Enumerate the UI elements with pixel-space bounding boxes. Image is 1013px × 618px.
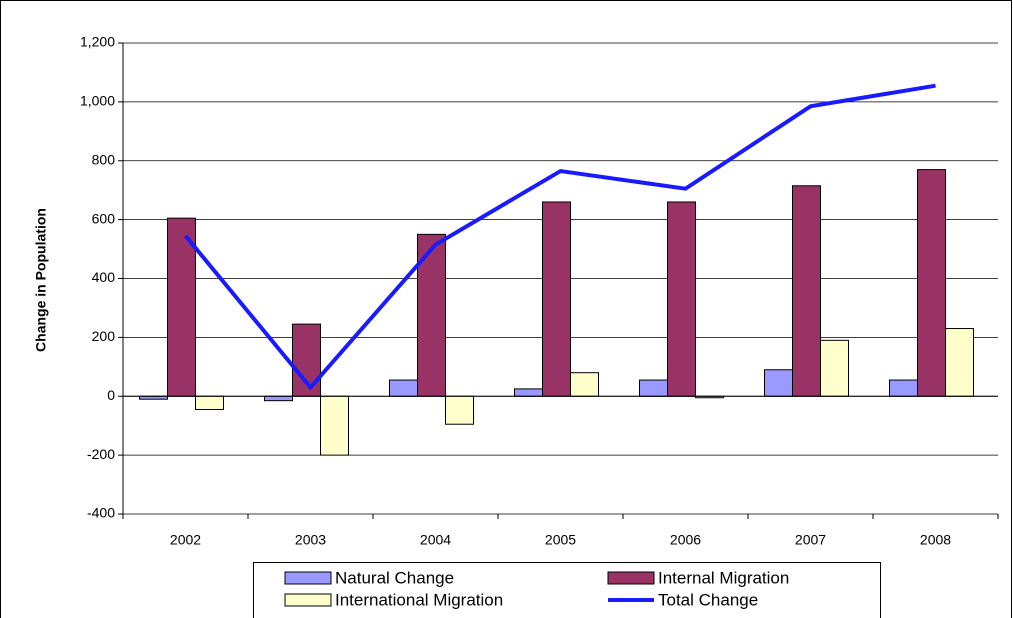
x-tick-label: 2007	[795, 532, 826, 548]
bar	[667, 201, 696, 397]
legend-swatch	[284, 571, 332, 585]
bar	[639, 379, 668, 397]
x-tick-label: 2002	[170, 532, 201, 548]
bar	[792, 185, 821, 397]
y-axis-label: Change in Population	[33, 208, 49, 352]
x-tick-label: 2008	[920, 532, 951, 548]
x-tick-label: 2005	[545, 532, 576, 548]
legend-swatch	[284, 593, 332, 607]
y-tick-label: 400	[92, 269, 116, 285]
legend-label: Natural Change	[335, 568, 454, 587]
y-tick-label: 1,200	[80, 34, 115, 50]
legend-swatch	[607, 571, 655, 585]
bar	[764, 369, 793, 397]
x-tick-label: 2006	[670, 532, 701, 548]
bar	[945, 328, 974, 397]
legend-label: Total Change	[658, 590, 758, 609]
line	[183, 83, 936, 391]
bar	[889, 379, 918, 397]
x-tick-label: 2003	[295, 532, 326, 548]
legend-box	[253, 562, 881, 618]
bar	[917, 169, 946, 397]
y-tick-label: 0	[107, 387, 115, 403]
x-tick-label: 2004	[420, 532, 451, 548]
bar	[167, 217, 196, 397]
bar	[542, 201, 571, 397]
bar	[195, 395, 224, 410]
bar	[264, 395, 293, 402]
bar	[514, 388, 543, 397]
bar	[320, 395, 349, 456]
y-tick-label: 600	[92, 210, 116, 226]
bar	[445, 395, 474, 425]
legend: Natural Change Internal Migration Internat…	[253, 562, 881, 618]
y-tick-label: 1,000	[80, 93, 115, 109]
bar	[820, 339, 849, 397]
legend-label: Internal Migration	[658, 568, 789, 587]
y-tick-label: 800	[92, 151, 116, 167]
bar	[389, 379, 418, 397]
legend-label: International Migration	[335, 590, 503, 609]
y-tick-label: 200	[92, 328, 116, 344]
bar	[570, 372, 599, 397]
y-tick-label: -200	[87, 446, 115, 462]
y-tick-label: -400	[87, 505, 115, 521]
